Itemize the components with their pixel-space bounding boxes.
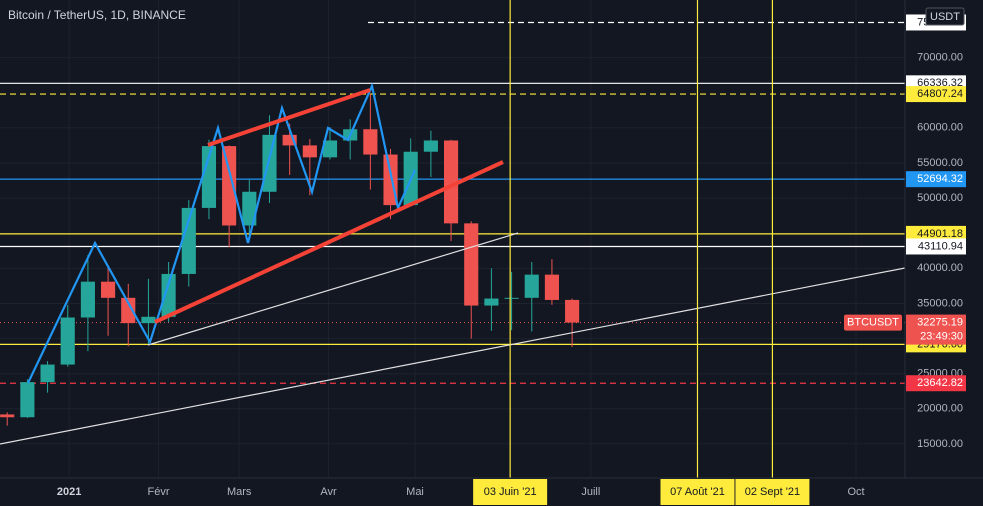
candle-body (141, 316, 156, 324)
y-tick-label: 40000.00 (917, 262, 963, 274)
y-tick-label: 70000.00 (917, 52, 963, 64)
level-label-box (906, 225, 966, 242)
trend-line (147, 232, 519, 346)
price-label: 32275.19 (917, 316, 963, 328)
date-lines (509, 0, 774, 478)
y-tick-label: 35000.00 (917, 297, 963, 309)
currency-box (925, 7, 965, 26)
zigzag (27, 82, 417, 384)
candle-body (222, 146, 237, 226)
currency: USDT (930, 11, 960, 23)
candle-body (302, 145, 317, 158)
drawings (0, 82, 906, 445)
candle-body (504, 297, 519, 299)
date-label: 02 Sept '21 (745, 486, 800, 498)
date-label: 03 Juin '21 (484, 486, 537, 498)
y-tick-label: 55000.00 (917, 157, 963, 169)
level-label-box (906, 238, 966, 255)
date-label-box (660, 479, 735, 505)
grid (0, 0, 905, 478)
candle-body (524, 274, 539, 298)
x-tick-label: Avr (320, 486, 337, 498)
level-label: 23642.82 (917, 377, 963, 389)
candle-body (423, 140, 438, 152)
symbol: BTCUSDT (847, 316, 899, 328)
x-tick-label: Mai (406, 486, 424, 498)
level-label: 43110.94 (918, 240, 963, 252)
level-label-box (906, 375, 966, 392)
candle-body (60, 317, 75, 365)
candle-body (282, 134, 297, 146)
candle-body (0, 414, 15, 418)
y-tick-label: 20000.00 (917, 403, 963, 415)
candle-body (40, 364, 55, 383)
level-label-box (906, 171, 966, 188)
level-label: 52694.32 (917, 173, 963, 185)
candle-body (20, 382, 35, 418)
candle-body (484, 298, 499, 306)
candle-body (363, 129, 378, 155)
x-tick-label: Juill (581, 486, 600, 498)
x-tick-label: 2021 (57, 486, 81, 498)
date-label-box (473, 479, 548, 505)
trend-line (0, 267, 906, 445)
channel-line (207, 88, 371, 147)
countdown: 23:49:30 (920, 330, 963, 342)
candle-body (201, 146, 217, 208)
candle-body (101, 281, 116, 298)
x-tick-label: Mars (227, 486, 252, 498)
x-tick-label: Oct (847, 486, 864, 498)
candle-body (544, 274, 559, 300)
candle-body (242, 191, 257, 226)
candle-body (443, 140, 459, 224)
candle-body (161, 273, 176, 317)
chart-title: Bitcoin / TetherUS, 1D, BINANCE (8, 8, 186, 22)
candle-body (565, 299, 580, 323)
date-label: 07 Août '21 (670, 486, 725, 498)
candle-body (262, 134, 277, 192)
candle-body (322, 140, 338, 158)
price-tag (906, 314, 966, 345)
candle-body (464, 223, 479, 306)
level-label: 64807.24 (917, 88, 963, 100)
y-tick-label: 15000.00 (917, 438, 963, 450)
date-label-box (735, 479, 810, 505)
level-label: 44901.18 (917, 228, 963, 240)
channel-line (154, 160, 504, 324)
level-label-box (906, 86, 966, 103)
symbol-tag (844, 314, 902, 331)
y-tick-label: 60000.00 (917, 122, 963, 134)
candle-body (181, 207, 196, 274)
y-tick-label: 50000.00 (917, 192, 963, 204)
candle-body (121, 297, 136, 324)
candle-body (80, 281, 95, 318)
axis-labels: 15000.0020000.0025000.0030000.0035000.00… (57, 7, 966, 505)
x-tick-label: Févr (148, 486, 170, 498)
